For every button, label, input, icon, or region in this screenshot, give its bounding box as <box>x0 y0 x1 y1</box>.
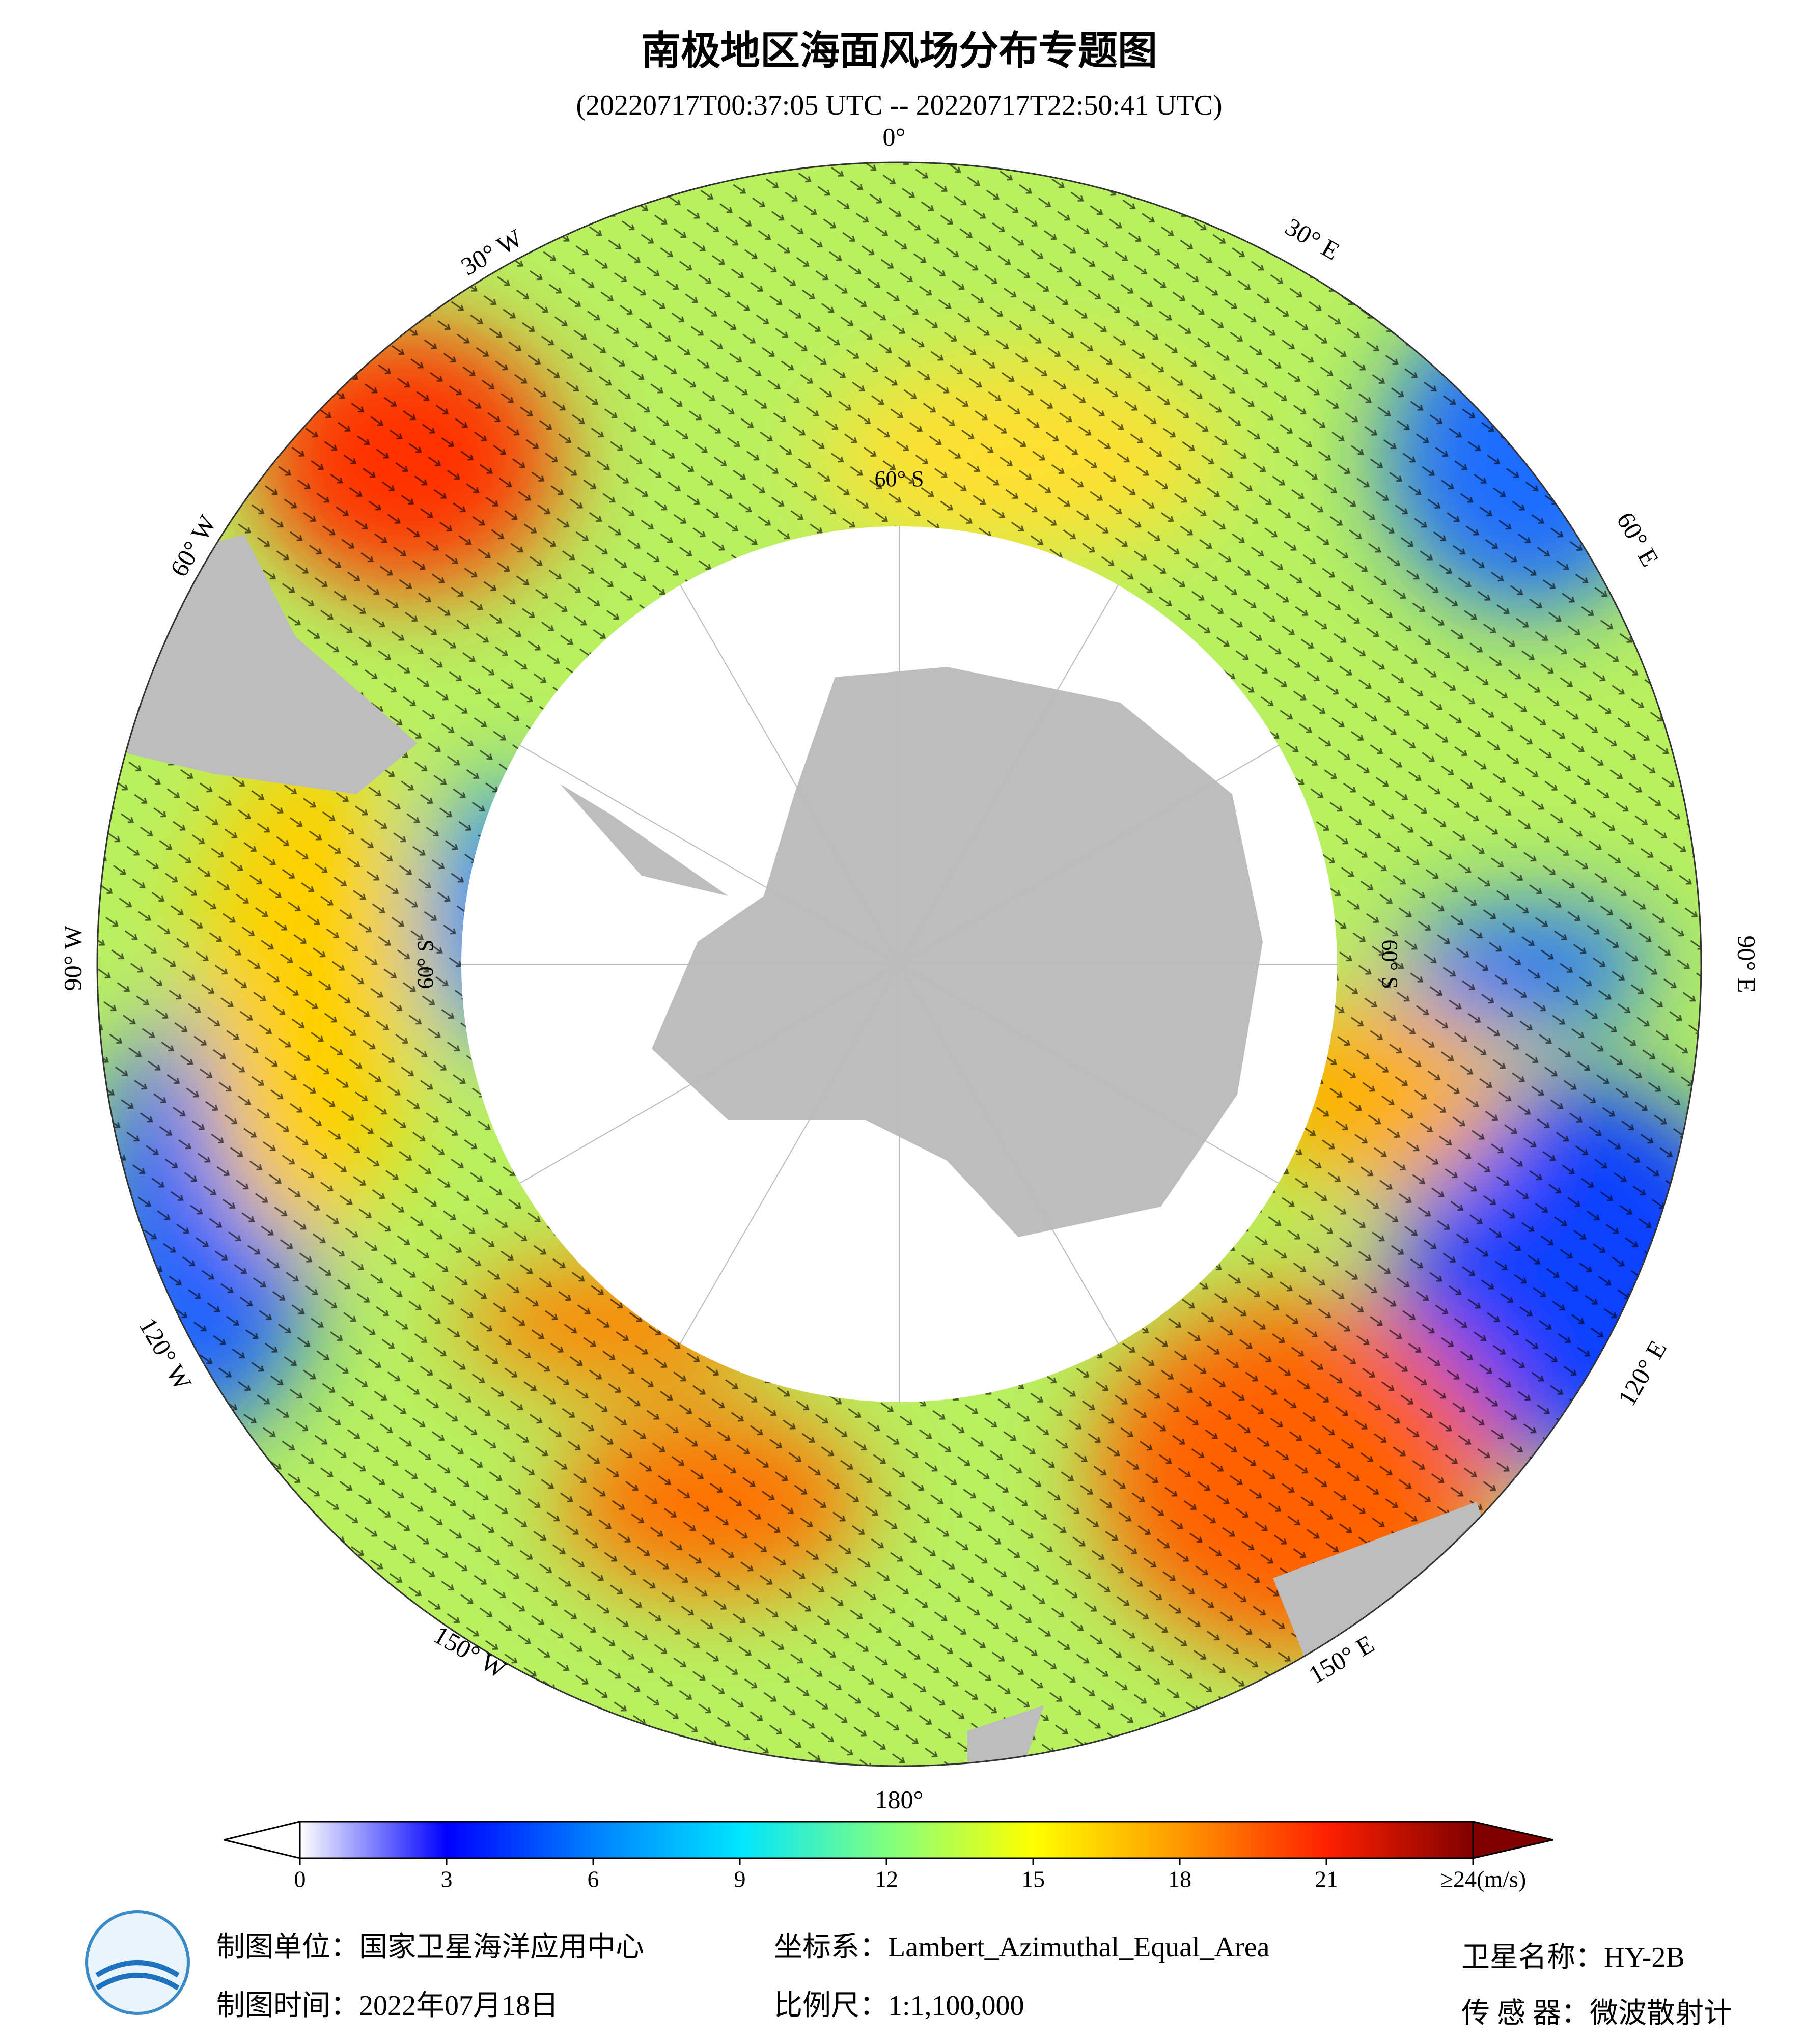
footer-sensor: 传 感 器：微波散射计 <box>1461 1998 1732 2029</box>
antarctica <box>652 667 1263 1237</box>
footer-unit: 制图单位：国家卫星海洋应用中心 <box>216 1931 644 1963</box>
colorbar-tick-label: 15 <box>1021 1866 1045 1892</box>
colorbar-tick-label: 21 <box>1315 1866 1338 1892</box>
map-subtitle: (20220717T00:37:05 UTC -- 20220717T22:50… <box>576 90 1222 121</box>
footer-scale: 比例尺：1:1,100,000 <box>774 1990 1024 2022</box>
colorbar <box>299 1821 1474 1859</box>
graticule <box>461 526 1337 1402</box>
longitude-label: 0° <box>883 122 906 151</box>
latitude-label: 60° S <box>874 466 924 491</box>
footer-crs: 坐标系：Lambert_Azimuthal_Equal_Area <box>774 1931 1270 1963</box>
longitude-label: 90° E <box>1733 935 1761 993</box>
longitude-label: 180° <box>875 1785 924 1813</box>
colorbar-tick-label: 12 <box>875 1866 898 1892</box>
colorbar-tick-label: 6 <box>588 1866 599 1892</box>
longitude-label: 60° E <box>1611 507 1664 571</box>
latitude-label: 60° S <box>413 939 438 989</box>
longitude-label: 120° E <box>1612 1335 1672 1411</box>
colorbar-tick-label: ≥24(m/s) <box>1440 1866 1526 1892</box>
map-title: 南极地区海面风场分布专题图 <box>641 29 1157 73</box>
footer-date: 制图时间：2022年07月18日 <box>216 1990 559 2022</box>
colorbar-tick-label: 0 <box>294 1866 306 1892</box>
colorbar-tick-label: 3 <box>441 1866 453 1892</box>
longitude-label: 90° W <box>58 925 87 991</box>
footer-satellite: 卫星名称：HY-2B <box>1461 1942 1685 1973</box>
logo <box>85 1910 190 2015</box>
colorbar-tick-label: 9 <box>734 1866 746 1892</box>
colorbar-tick-label: 18 <box>1168 1866 1191 1892</box>
longitude-label: 30° E <box>1281 212 1345 266</box>
latitude-label: 60° S <box>1377 939 1402 989</box>
